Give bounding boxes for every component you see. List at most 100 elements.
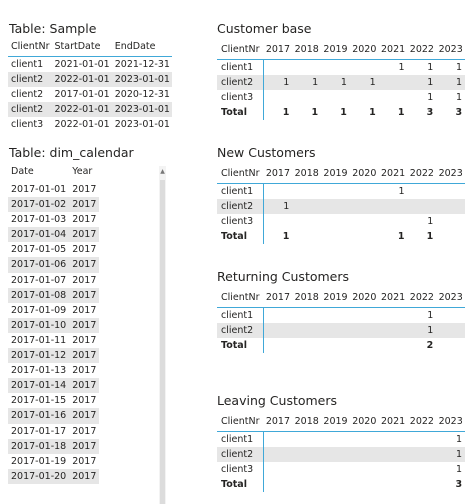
matrix-col-header[interactable]: 2023: [436, 413, 466, 432]
year-cell: 2017: [69, 408, 100, 424]
matrix-col-header[interactable]: 2022: [407, 165, 437, 184]
cell: 2022-01-01: [54, 119, 110, 130]
value-cell: [264, 308, 293, 324]
leaving-customers-matrix: Leaving Customers ClientNr 2017 2018 2019 202…: [217, 393, 466, 492]
matrix-col-header[interactable]: 2019: [321, 41, 350, 60]
matrix-row: client2 1: [217, 323, 466, 338]
matrix-col-header[interactable]: 2017: [263, 165, 293, 184]
value-cell: [292, 462, 321, 477]
value-cell: 1: [456, 434, 463, 445]
table-row: 2017-01-14 2017: [8, 378, 100, 394]
matrix-col-header[interactable]: 2022: [407, 413, 437, 432]
total-cell: 3: [426, 107, 434, 118]
table-row: client1 2021-01-01 2021-12-31: [8, 57, 172, 73]
value-cell: [436, 323, 466, 338]
value-cell: [379, 214, 408, 229]
calendar-col-date[interactable]: Date: [11, 166, 34, 177]
value-cell: [436, 214, 465, 229]
year-cell: 2017: [72, 365, 97, 377]
matrix-col-header[interactable]: 2021: [378, 413, 408, 432]
matrix-col-header[interactable]: 2017: [263, 41, 293, 60]
scroll-up-icon[interactable]: ▲: [160, 168, 165, 175]
date-cell: 2017-01-01: [11, 184, 67, 195]
table-row: 2017-01-20 2017: [8, 468, 100, 484]
cell: 2022-01-01: [51, 102, 112, 117]
value-cell: 1: [427, 310, 434, 321]
sample-col-enddate[interactable]: EndDate: [111, 38, 172, 57]
matrix-row-header[interactable]: ClientNr: [217, 289, 264, 308]
total-cell: 1: [340, 107, 347, 118]
matrix-col-header[interactable]: 2020: [349, 165, 379, 184]
value-cell: [264, 432, 293, 448]
total-label: Total: [217, 229, 265, 244]
matrix-col-header[interactable]: 2018: [292, 289, 322, 308]
matrix-row: client3 1 1: [217, 90, 465, 105]
total-cell: [292, 338, 321, 353]
value-cell: 1: [456, 464, 463, 475]
calendar-scrollbar[interactable]: ▲: [159, 166, 166, 504]
sample-col-startdate[interactable]: StartDate: [51, 38, 112, 57]
year-cell: 2017: [72, 395, 97, 407]
value-cell: [407, 199, 437, 214]
value-cell: 1: [292, 75, 322, 90]
matrix-col-header[interactable]: 2022: [407, 41, 437, 60]
matrix-col-header[interactable]: 2023: [436, 289, 466, 308]
sample-col-clientnr[interactable]: ClientNr: [8, 38, 52, 57]
matrix-total-row: Total 1 1 1: [217, 229, 465, 244]
value-cell: 1: [407, 75, 437, 90]
scrollbar-thumb[interactable]: [160, 180, 165, 504]
value-cell: [408, 184, 437, 200]
matrix-col-header[interactable]: 2019: [321, 413, 350, 432]
matrix-row-header[interactable]: ClientNr: [217, 165, 264, 184]
matrix-col-header[interactable]: 2020: [349, 41, 379, 60]
total-cell: [264, 477, 293, 492]
value-cell: 1: [456, 62, 463, 73]
cell: 2017-01-01: [54, 89, 110, 100]
matrix-col-header[interactable]: 2019: [321, 165, 350, 184]
table-row: client2 2017-01-01 2020-12-31: [8, 87, 172, 102]
matrix-col-header[interactable]: 2018: [292, 165, 322, 184]
cell: 2022-01-01: [51, 72, 112, 87]
matrix-col-header[interactable]: 2020: [349, 413, 379, 432]
matrix-row-header[interactable]: ClientNr: [217, 413, 264, 432]
total-cell: [264, 338, 293, 353]
cell: client2: [8, 72, 52, 87]
matrix-col-header[interactable]: 2017: [263, 289, 293, 308]
matrix-col-header[interactable]: 2017: [263, 413, 293, 432]
matrix-col-header[interactable]: 2023: [436, 165, 466, 184]
value-cell: [378, 447, 408, 462]
total-cell: [292, 477, 321, 492]
calendar-col-year[interactable]: Year: [72, 166, 93, 177]
matrix-row-header[interactable]: ClientNr: [217, 41, 264, 60]
matrix-col-header[interactable]: 2020: [349, 289, 379, 308]
total-cell: [350, 477, 379, 492]
matrix-col-header[interactable]: 2018: [292, 413, 322, 432]
table-row: 2017-01-12 2017: [8, 348, 100, 364]
matrix-col-header[interactable]: 2018: [292, 41, 322, 60]
matrix-col-header[interactable]: 2021: [378, 165, 408, 184]
value-cell: [321, 447, 350, 462]
matrix-col-header[interactable]: 2022: [407, 289, 437, 308]
matrix-col-header[interactable]: 2019: [321, 289, 350, 308]
cell: client2: [11, 89, 44, 100]
matrix-col-header[interactable]: 2021: [378, 41, 408, 60]
value-cell: [436, 184, 465, 200]
value-cell: 1: [263, 75, 293, 90]
value-cell: [292, 447, 322, 462]
matrix-total-row: Total 2: [217, 338, 465, 353]
table-row: 2017-01-04 2017: [8, 227, 100, 243]
total-cell: 1: [369, 107, 376, 118]
matrix-title: New Customers: [217, 145, 316, 160]
value-cell: [264, 214, 293, 229]
value-cell: 1: [321, 75, 350, 90]
value-cell: [408, 462, 437, 477]
matrix-row: client2 1: [217, 199, 466, 214]
value-cell: [321, 462, 350, 477]
matrix-col-header[interactable]: 2021: [378, 289, 408, 308]
table-row: 2017-01-18 2017: [8, 438, 100, 454]
value-cell: [292, 90, 321, 105]
total-cell: 3: [455, 479, 463, 490]
matrix-col-header[interactable]: 2023: [436, 41, 466, 60]
total-cell: [292, 229, 321, 244]
value-cell: [292, 308, 321, 324]
